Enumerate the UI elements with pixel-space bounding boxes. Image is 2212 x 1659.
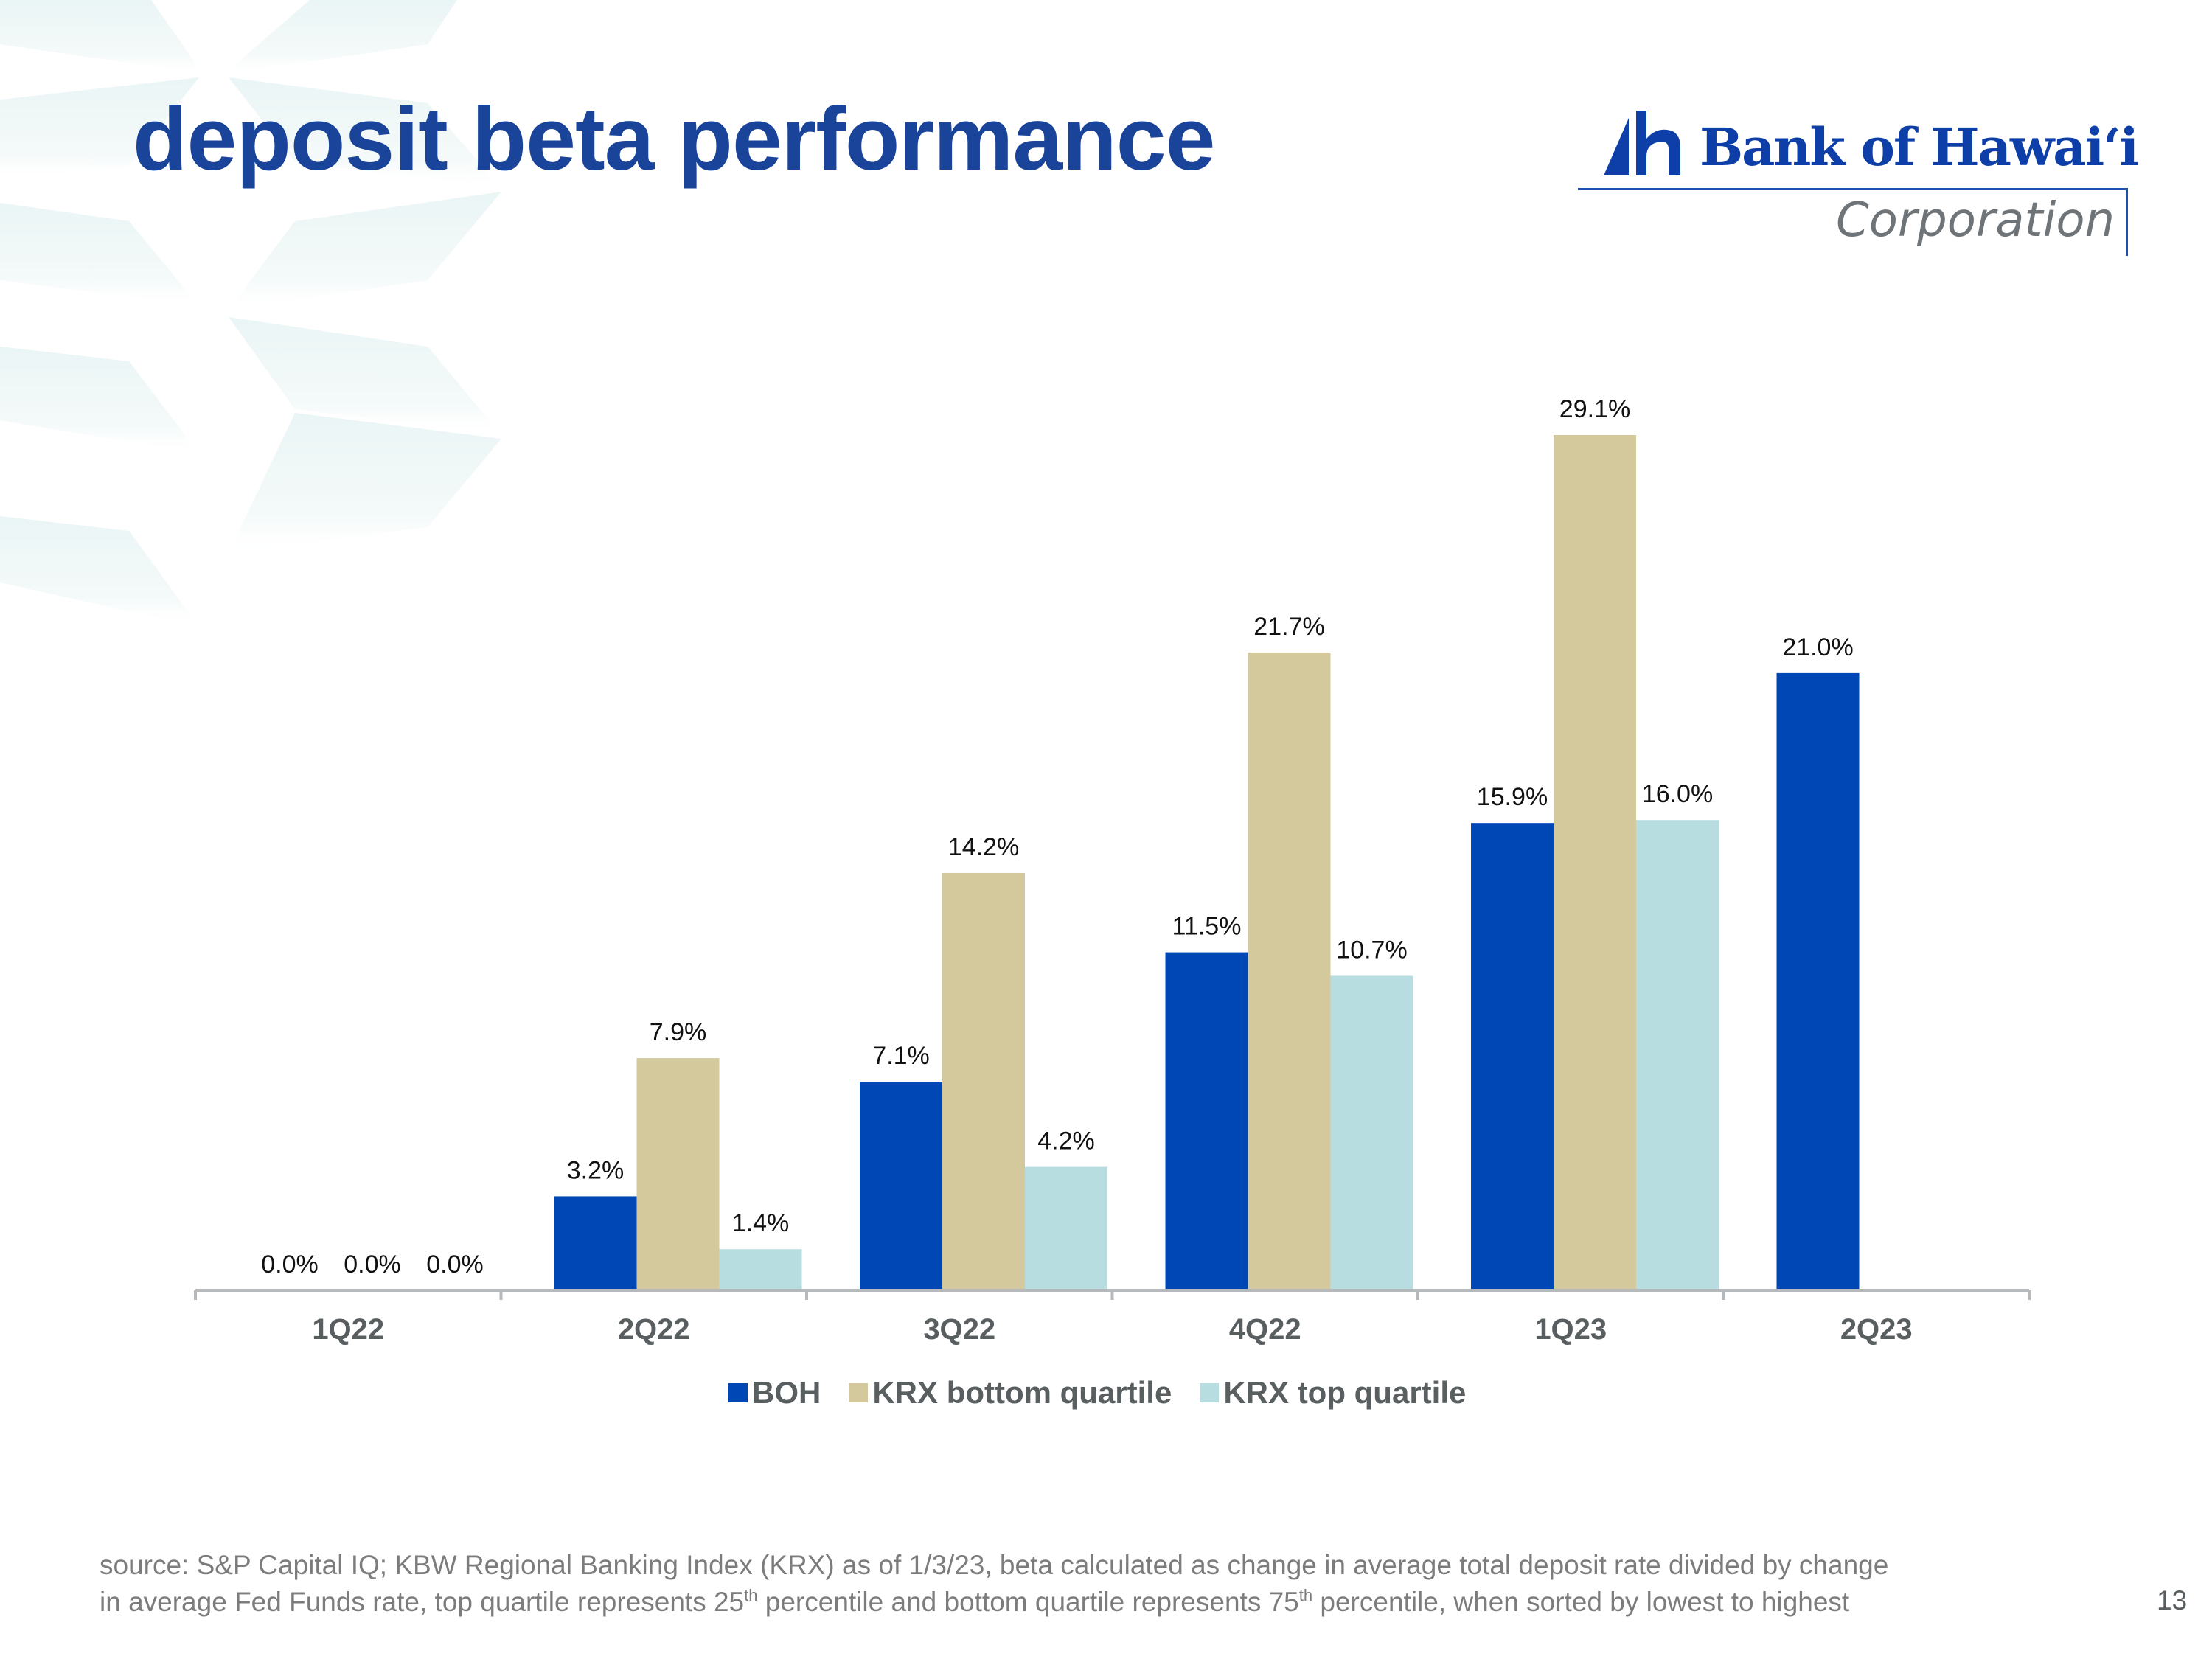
category-labels: 1Q22 2Q22 3Q22 4Q22 1Q23 2Q23: [312, 1313, 1912, 1346]
bars-layer: [554, 435, 1860, 1290]
data-label: 0.0%: [261, 1251, 319, 1279]
data-label: 11.5%: [1172, 913, 1242, 941]
legend-item-krx-bottom-quartile: KRX bottom quartile: [849, 1375, 1172, 1411]
bar-boh-3q22: [860, 1081, 942, 1290]
data-label: 4.2%: [1037, 1127, 1095, 1155]
data-labels-layer: 0.0% 0.0% 0.0% 3.2% 7.9% 1.4% 7.1% 14.2% 4.2% 11.…: [261, 395, 1853, 1279]
data-label: 16.0%: [1642, 780, 1713, 808]
bar-krx-top-quartile-3q22: [1025, 1166, 1107, 1290]
legend-label: KRX top quartile: [1223, 1375, 1467, 1410]
page-title: deposit beta performance: [133, 88, 1215, 189]
bar-krx-bottom-quartile-1q23: [1554, 435, 1636, 1290]
legend-label: KRX bottom quartile: [872, 1375, 1172, 1410]
data-label: 21.0%: [1782, 633, 1853, 661]
data-label: 0.0%: [426, 1251, 484, 1279]
logo-rule: [1578, 188, 2127, 190]
category-label: 1Q22: [312, 1313, 384, 1346]
footnote-text: percentile, when sorted by lowest to hig…: [1312, 1587, 1850, 1617]
bar-boh-4q22: [1165, 952, 1248, 1290]
bank-of-hawaii-logo: Bank of Hawaiʻi Corporation: [1574, 103, 2139, 265]
category-label: 1Q23: [1534, 1313, 1607, 1346]
footnote-superscript: th: [744, 1586, 758, 1604]
footnote-line-1: source: S&P Capital IQ; KBW Regional Ban…: [100, 1550, 1889, 1580]
bank-of-hawaii-h-sail-icon: [1604, 111, 1680, 175]
category-label: 2Q23: [1840, 1313, 1913, 1346]
bar-krx-top-quartile-2q22: [719, 1249, 802, 1290]
footnote-text: in average Fed Funds rate, top quartile …: [100, 1587, 745, 1617]
bar-boh-1q23: [1471, 823, 1554, 1290]
data-label: 0.0%: [344, 1251, 401, 1279]
legend-swatch-boh: [728, 1383, 748, 1402]
data-label: 10.7%: [1336, 936, 1407, 964]
category-label: 4Q22: [1229, 1313, 1301, 1346]
data-label: 7.9%: [650, 1018, 707, 1046]
data-label: 14.2%: [948, 833, 1019, 861]
legend-swatch-krx-bottom: [849, 1383, 869, 1402]
data-label: 29.1%: [1559, 395, 1630, 423]
footnote-line-2: in average Fed Funds rate, top quartile …: [100, 1584, 1888, 1621]
bar-krx-top-quartile-1q23: [1636, 820, 1719, 1290]
bar-boh-2q22: [554, 1196, 637, 1290]
bar-krx-bottom-quartile-2q22: [636, 1058, 720, 1290]
bar-krx-top-quartile-4q22: [1330, 975, 1413, 1290]
legend-label: BOH: [752, 1375, 821, 1410]
legend-item-boh: BOH: [728, 1375, 821, 1411]
footnote-text: percentile and bottom quartile represent…: [757, 1587, 1299, 1617]
category-label: 2Q22: [618, 1313, 690, 1346]
category-label: 3Q22: [923, 1313, 995, 1346]
legend-item-krx-top-quartile: KRX top quartile: [1200, 1375, 1466, 1411]
logo-subtitle: Corporation: [1836, 193, 2115, 248]
bar-krx-bottom-quartile-4q22: [1248, 652, 1331, 1290]
data-label: 21.7%: [1253, 613, 1324, 641]
bar-boh-2q23: [1776, 672, 1860, 1290]
page-number: 13: [2157, 1585, 2188, 1615]
data-label: 7.1%: [872, 1042, 930, 1070]
data-label: 3.2%: [567, 1156, 625, 1184]
source-footnote: source: S&P Capital IQ; KBW Regional Ban…: [100, 1547, 1888, 1621]
logo-rule-vertical: [2126, 188, 2128, 256]
logo-name: Bank of Hawaiʻi: [1700, 116, 2139, 178]
data-label: 1.4%: [732, 1209, 790, 1237]
legend-swatch-krx-top: [1200, 1383, 1220, 1402]
x-axis: [194, 1289, 2031, 1300]
bar-krx-bottom-quartile-3q22: [942, 872, 1025, 1290]
data-label: 15.9%: [1477, 783, 1548, 811]
footnote-superscript: th: [1298, 1586, 1313, 1604]
